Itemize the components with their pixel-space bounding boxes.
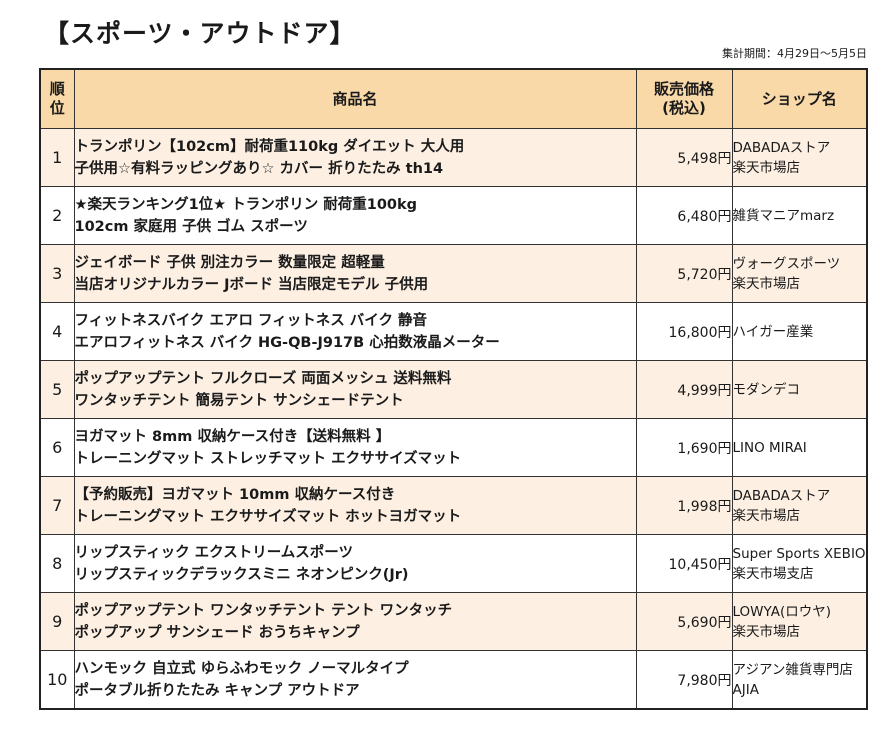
price-cell: 7,980円 <box>635 650 733 710</box>
product-name-cell: リップスティック エクストリームスポーツリップスティックデラックスミニ ネオンピ… <box>73 534 637 593</box>
rank-cell: 6 <box>39 418 75 477</box>
shop-name-cell: ヴォーグスポーツ 楽天市場店 <box>731 244 868 303</box>
shop-name-line: ヴォーグスポーツ <box>732 255 841 272</box>
product-name-cell: ヨガマット 8mm 収納ケース付き【送料無料 】トレーニングマット ストレッチマ… <box>73 418 637 477</box>
product-name-line: ヨガマット 8mm 収納ケース付き【送料無料 】 <box>74 428 391 445</box>
rank-header: 順 位 <box>39 68 75 129</box>
rank-cell: 9 <box>39 592 75 651</box>
rank-header-line-1: 順 <box>49 80 65 98</box>
shop-name-line: ハイガー産業 <box>732 323 814 340</box>
rank-header-line-2: 位 <box>49 99 65 117</box>
price-cell: 1,998円 <box>635 476 733 535</box>
table-row: 10 ハンモック 自立式 ゆらふわモック ノーマルタイプ ポータブル折りたたみ キャ… <box>39 650 868 710</box>
rank-cell: 10 <box>39 650 75 710</box>
table-row: 2 ★楽天ランキング1位★ トランポリン 耐荷重100kg 102cm 家庭用 子供… <box>39 186 868 245</box>
rank-cell: 7 <box>39 476 75 535</box>
aggregation-period: 集計期間：4月29日～5月5日 <box>722 47 867 60</box>
price-cell: 5,720円 <box>635 244 733 303</box>
product-name-line: ポップアップ サンシェード おうちキャンプ <box>74 624 360 641</box>
product-name-line: トレーニングマット ストレッチマット エクササイズマット <box>74 450 462 467</box>
shop-name-cell: LOWYA(ロウヤ) 楽天市場店 <box>731 592 868 651</box>
price-header: 販売価格 (税込) <box>635 68 733 129</box>
table-row: 5 ポップアップテント フルクローズ 両面メッシュ 送料無料 ワンタッチテント 簡易… <box>39 360 868 419</box>
product-name-line: ジェイボード 子供 別注カラー 数量限定 超軽量 <box>74 254 385 271</box>
price-cell: 5,498円 <box>635 128 733 187</box>
ranking-table: 順 位 商品名 販売価格 (税込) ショップ名 1 トランポリン【102cm】耐荷… <box>39 68 868 710</box>
shop-name-line: 雑貨マニアmarz <box>732 207 835 224</box>
shop-name-line: AJIA <box>732 681 759 698</box>
product-name-line: ★楽天ランキング1位★ トランポリン 耐荷重100kg <box>74 196 418 213</box>
product-name-header: 商品名 <box>73 68 637 129</box>
rank-cell: 3 <box>39 244 75 303</box>
table-row: 3 ジェイボード 子供 別注カラー 数量限定 超軽量当店オリジナルカラー Jボード… <box>39 244 868 303</box>
table-row: 4 フィットネスバイク エアロ フィットネス バイク 静音エアロフィットネス バイ… <box>39 302 868 361</box>
price-cell: 10,450円 <box>635 534 733 593</box>
shop-name-line: 楽天市場支店 <box>732 565 814 582</box>
product-name-line: 102cm 家庭用 子供 ゴム スポーツ <box>74 218 308 235</box>
product-name-cell: ★楽天ランキング1位★ トランポリン 耐荷重100kg 102cm 家庭用 子供 … <box>73 186 637 245</box>
shop-name-cell: DABADAストア 楽天市場店 <box>731 476 868 535</box>
ranking-body: 1 トランポリン【102cm】耐荷重110kg ダイエット 大人用 子供用☆有料ラッ… <box>39 128 868 710</box>
price-cell: 6,480円 <box>635 186 733 245</box>
shop-name-cell: アジアン雑貨専門店 AJIA <box>731 650 868 710</box>
price-cell: 4,999円 <box>635 360 733 419</box>
product-name-cell: 【予約販売】ヨガマット 10mm 収納ケース付きトレーニングマット エクササイズ… <box>73 476 637 535</box>
price-cell: 16,800円 <box>635 302 733 361</box>
table-header-row: 順 位 商品名 販売価格 (税込) ショップ名 <box>39 68 868 129</box>
price-cell: 5,690円 <box>635 592 733 651</box>
product-name-cell: ポップアップテント フルクローズ 両面メッシュ 送料無料 ワンタッチテント 簡易テ… <box>73 360 637 419</box>
product-name-line: フィットネスバイク エアロ フィットネス バイク 静音 <box>74 312 428 329</box>
shop-name-line: Super Sports XEBIO <box>732 545 866 562</box>
table-row: 7 【予約販売】ヨガマット 10mm 収納ケース付きトレーニングマット エクササイ… <box>39 476 868 535</box>
shop-name-header: ショップ名 <box>731 68 868 129</box>
product-name-line: ポータブル折りたたみ キャンプ アウトドア <box>74 682 360 699</box>
shop-name-line: 楽天市場店 <box>732 159 801 176</box>
shop-name-cell: LINO MIRAI <box>731 418 868 477</box>
shop-name-line: 楽天市場店 <box>732 275 801 292</box>
product-name-line: リップスティックデラックスミニ ネオンピンク(Jr) <box>74 566 409 583</box>
shop-name-line: LOWYA(ロウヤ) <box>732 603 831 620</box>
shop-name-line: LINO MIRAI <box>732 439 807 456</box>
table-row: 9 ポップアップテント ワンタッチテント テント ワンタッチ ポップアップ サンシェ… <box>39 592 868 651</box>
product-name-line: 子供用☆有料ラッピングあり☆ カバー 折りたたみ th14 <box>74 160 444 177</box>
product-name-cell: トランポリン【102cm】耐荷重110kg ダイエット 大人用 子供用☆有料ラッピ… <box>73 128 637 187</box>
rank-cell: 8 <box>39 534 75 593</box>
shop-name-cell: Super Sports XEBIO 楽天市場支店 <box>731 534 868 593</box>
product-name-line: 当店オリジナルカラー Jボード 当店限定モデル 子供用 <box>74 276 429 293</box>
price-cell: 1,690円 <box>635 418 733 477</box>
product-name-line: ポップアップテント ワンタッチテント テント ワンタッチ <box>74 602 453 619</box>
product-name-cell: ジェイボード 子供 別注カラー 数量限定 超軽量当店オリジナルカラー Jボード … <box>73 244 637 303</box>
shop-name-line: DABADAストア <box>732 139 831 156</box>
price-header-line-1: 販売価格 <box>653 80 714 98</box>
product-name-line: トレーニングマット エクササイズマット ホットヨガマット <box>74 508 462 525</box>
shop-name-line: 楽天市場店 <box>732 507 801 524</box>
product-name-cell: フィットネスバイク エアロ フィットネス バイク 静音エアロフィットネス バイク… <box>73 302 637 361</box>
product-name-line: ポップアップテント フルクローズ 両面メッシュ 送料無料 <box>74 370 452 387</box>
product-name-line: エアロフィットネス バイク HG-QB-J917B 心拍数液晶メーター <box>74 334 500 351</box>
table-row: 6 ヨガマット 8mm 収納ケース付き【送料無料 】トレーニングマット ストレッチ… <box>39 418 868 477</box>
shop-name-cell: 雑貨マニアmarz <box>731 186 868 245</box>
table-row: 1 トランポリン【102cm】耐荷重110kg ダイエット 大人用 子供用☆有料ラッ… <box>39 128 868 187</box>
rank-cell: 1 <box>39 128 75 187</box>
product-name-line: ワンタッチテント 簡易テント サンシェードテント <box>74 392 404 409</box>
shop-name-cell: モダンデコ <box>731 360 868 419</box>
shop-name-cell: DABADAストア 楽天市場店 <box>731 128 868 187</box>
shop-name-line: アジアン雑貨専門店 <box>732 661 853 678</box>
table-row: 8 リップスティック エクストリームスポーツリップスティックデラックスミニ ネオン… <box>39 534 868 593</box>
rank-cell: 5 <box>39 360 75 419</box>
product-name-line: リップスティック エクストリームスポーツ <box>74 544 354 561</box>
rank-cell: 4 <box>39 302 75 361</box>
page-title: 【スポーツ・アウトドア】 <box>44 19 356 48</box>
rank-cell: 2 <box>39 186 75 245</box>
product-name-line: ハンモック 自立式 ゆらふわモック ノーマルタイプ <box>74 660 409 677</box>
product-name-line: 【予約販売】ヨガマット 10mm 収納ケース付き <box>74 486 396 503</box>
price-header-line-2: (税込) <box>662 99 706 117</box>
product-name-line: トランポリン【102cm】耐荷重110kg ダイエット 大人用 <box>74 138 465 155</box>
shop-name-line: DABADAストア <box>732 487 831 504</box>
shop-name-cell: ハイガー産業 <box>731 302 868 361</box>
shop-name-line: 楽天市場店 <box>732 623 801 640</box>
shop-name-line: モダンデコ <box>732 381 801 398</box>
product-name-cell: ハンモック 自立式 ゆらふわモック ノーマルタイプ ポータブル折りたたみ キャンプ… <box>73 650 637 710</box>
product-name-cell: ポップアップテント ワンタッチテント テント ワンタッチ ポップアップ サンシェー… <box>73 592 637 651</box>
